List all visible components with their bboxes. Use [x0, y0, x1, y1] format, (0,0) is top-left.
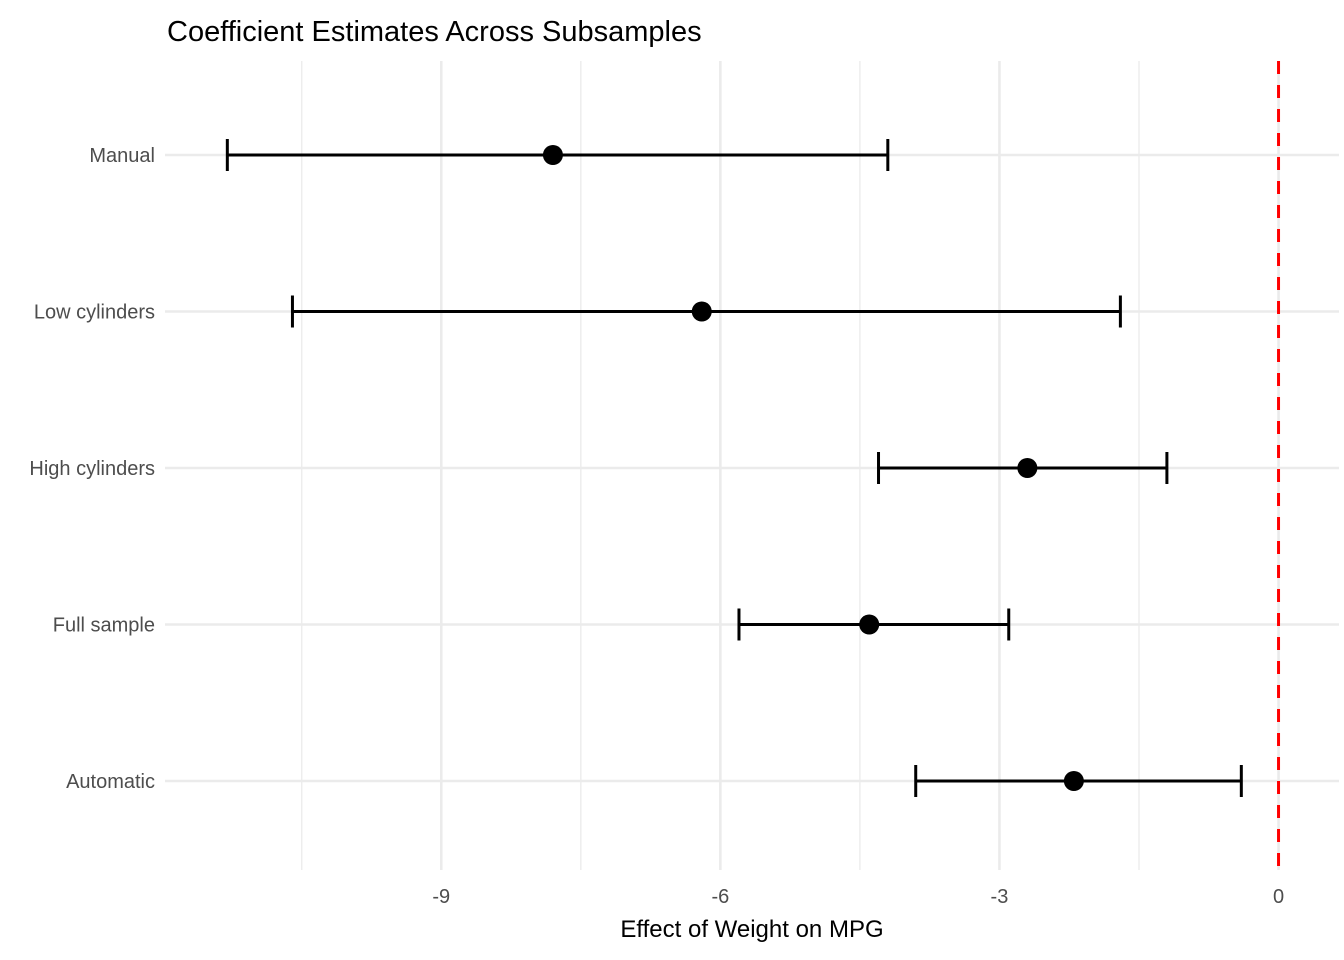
- point-manual: [542, 145, 563, 165]
- y-axis-label-full-sample: Full sample: [53, 615, 155, 637]
- y-axis-label-manual: Manual: [89, 145, 155, 167]
- gridlines-layer: [165, 61, 1339, 870]
- x-axis-tick-label-0: 0: [1273, 886, 1284, 908]
- point-full-sample: [859, 614, 880, 635]
- x-axis-title: Effect of Weight on MPG: [620, 916, 883, 943]
- x-axis-tick-label-neg9: -9: [432, 886, 450, 908]
- x-axis-tick-label-neg6: -6: [711, 886, 729, 908]
- point-automatic: [1063, 771, 1084, 791]
- y-axis-label-high-cylinders: High cylinders: [29, 458, 155, 480]
- point-high-cylinders: [1017, 458, 1038, 478]
- y-axis-label-automatic: Automatic: [66, 771, 155, 793]
- data-layer: [225, 139, 1243, 797]
- axis-labels-layer: Manual Low cylinders High cylinders Full sa…: [29, 145, 1284, 908]
- x-axis-tick-label-neg3: -3: [991, 886, 1009, 908]
- point-low-cylinders: [691, 301, 712, 322]
- plot-title: Coefficient Estimates Across Subsamples: [167, 16, 702, 48]
- y-axis-label-low-cylinders: Low cylinders: [34, 302, 155, 324]
